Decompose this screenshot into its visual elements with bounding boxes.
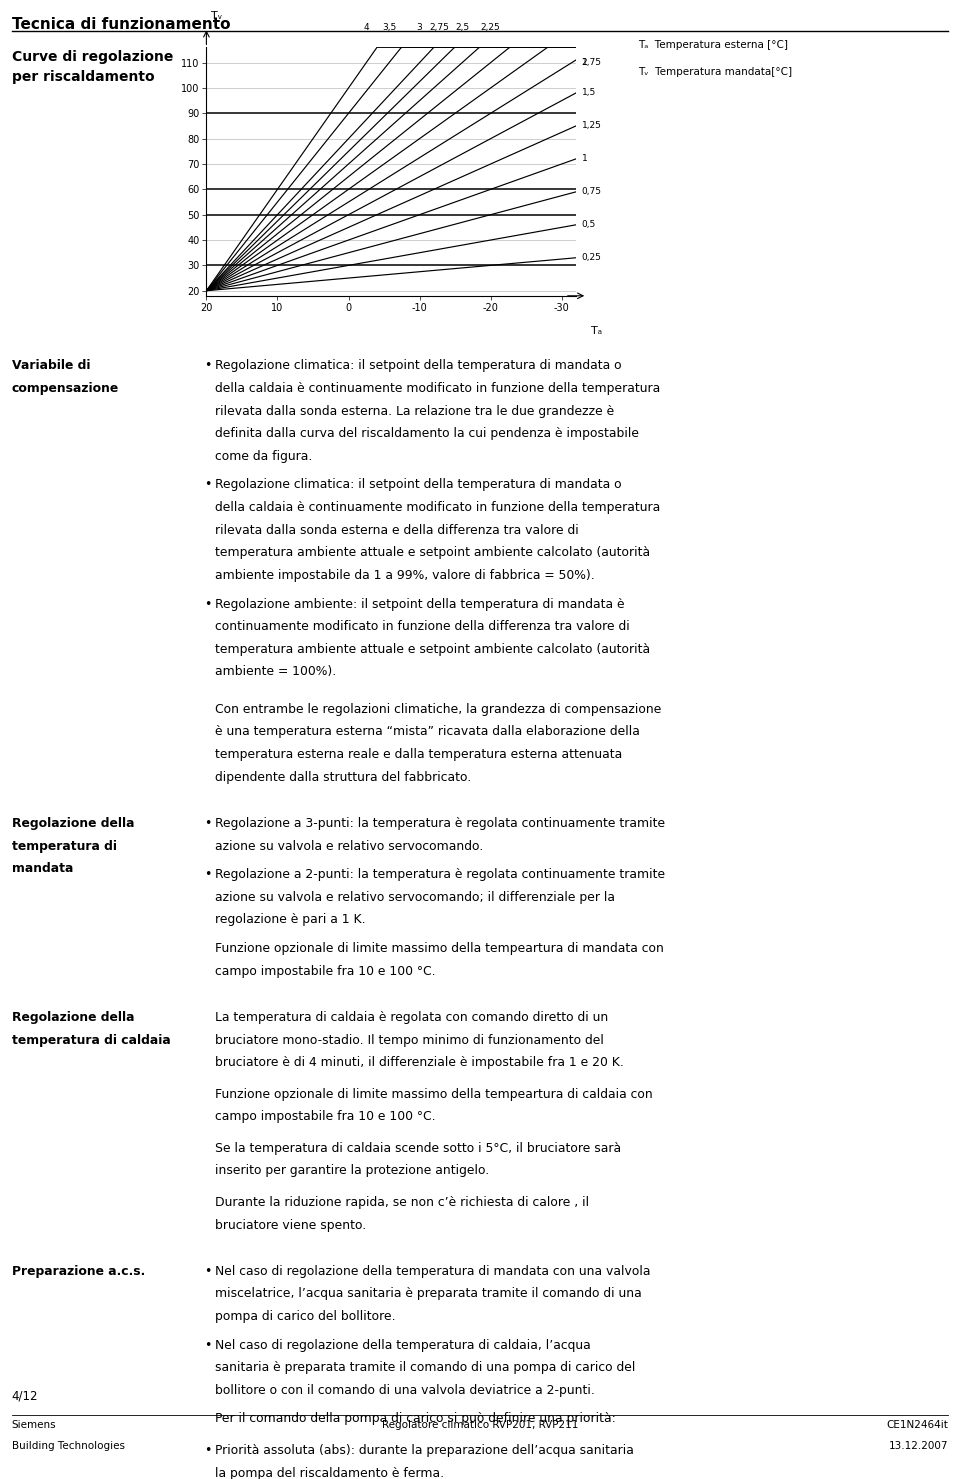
Text: campo impostabile fra 10 e 100 °C.: campo impostabile fra 10 e 100 °C. [215, 1111, 436, 1123]
Text: azione su valvola e relativo servocomando; il differenziale per la: azione su valvola e relativo servocomand… [215, 890, 615, 904]
Text: compensazione: compensazione [12, 382, 119, 395]
Text: della caldaia è continuamente modificato in funzione della temperatura: della caldaia è continuamente modificato… [215, 501, 660, 515]
Text: pompa di carico del bollitore.: pompa di carico del bollitore. [215, 1310, 396, 1324]
Text: Curve di regolazione
per riscaldamento: Curve di regolazione per riscaldamento [12, 50, 173, 84]
Text: è una temperatura esterna “mista” ricavata dalla elaborazione della: è una temperatura esterna “mista” ricava… [215, 726, 640, 738]
Text: bollitore o con il comando di una valvola deviatrice a 2-punti.: bollitore o con il comando di una valvol… [215, 1384, 595, 1396]
Text: •: • [204, 1444, 212, 1457]
Text: bruciatore mono-stadio. Il tempo minimo di funzionamento del: bruciatore mono-stadio. Il tempo minimo … [215, 1034, 604, 1047]
Text: definita dalla curva del riscaldamento la cui pendenza è impostabile: definita dalla curva del riscaldamento l… [215, 427, 639, 441]
Text: Regolatore climatico RVP201, RVP211: Regolatore climatico RVP201, RVP211 [382, 1420, 578, 1430]
Text: Tₐ  Temperatura esterna [°C]: Tₐ Temperatura esterna [°C] [638, 40, 788, 50]
Text: Regolazione climatica: il setpoint della temperatura di mandata o: Regolazione climatica: il setpoint della… [215, 359, 622, 373]
Text: della caldaia è continuamente modificato in funzione della temperatura: della caldaia è continuamente modificato… [215, 382, 660, 395]
Text: 1,75: 1,75 [582, 58, 602, 67]
Text: temperatura di caldaia: temperatura di caldaia [12, 1034, 170, 1047]
Text: Durante la riduzione rapida, se non c’è richiesta di calore , il: Durante la riduzione rapida, se non c’è … [215, 1197, 589, 1208]
Text: come da figura.: come da figura. [215, 450, 312, 463]
Text: ambiente impostabile da 1 a 99%, valore di fabbrica = 50%).: ambiente impostabile da 1 a 99%, valore … [215, 569, 595, 581]
Text: regolazione è pari a 1 K.: regolazione è pari a 1 K. [215, 914, 366, 926]
Text: Building Technologies: Building Technologies [12, 1441, 125, 1451]
Text: Regolazione ambiente: il setpoint della temperatura di mandata è: Regolazione ambiente: il setpoint della … [215, 598, 625, 611]
Text: Tᵥ: Tᵥ [211, 12, 222, 21]
Text: inserito per garantire la protezione antigelo.: inserito per garantire la protezione ant… [215, 1164, 490, 1177]
Text: Preparazione a.c.s.: Preparazione a.c.s. [12, 1265, 145, 1278]
Text: Se la temperatura di caldaia scende sotto i 5°C, il bruciatore sarà: Se la temperatura di caldaia scende sott… [215, 1142, 621, 1155]
Text: Funzione opzionale di limite massimo della tempeartura di caldaia con: Funzione opzionale di limite massimo del… [215, 1087, 653, 1100]
Text: Regolazione della: Regolazione della [12, 1012, 134, 1023]
Text: Tecnica di funzionamento: Tecnica di funzionamento [12, 16, 230, 33]
Text: Nel caso di regolazione della temperatura di caldaia, l’acqua: Nel caso di regolazione della temperatur… [215, 1338, 590, 1352]
Text: rilevata dalla sonda esterna e della differenza tra valore di: rilevata dalla sonda esterna e della dif… [215, 524, 579, 537]
Text: campo impostabile fra 10 e 100 °C.: campo impostabile fra 10 e 100 °C. [215, 964, 436, 978]
Text: continuamente modificato in funzione della differenza tra valore di: continuamente modificato in funzione del… [215, 620, 630, 633]
Text: •: • [204, 1338, 212, 1352]
Text: Siemens: Siemens [12, 1420, 56, 1430]
Text: Regolazione a 3-punti: la temperatura è regolata continuamente tramite: Regolazione a 3-punti: la temperatura è … [215, 816, 665, 830]
Text: La temperatura di caldaia è regolata con comando diretto di un: La temperatura di caldaia è regolata con… [215, 1012, 609, 1023]
Text: 4: 4 [364, 24, 370, 33]
Text: la pompa del riscaldamento è ferma.: la pompa del riscaldamento è ferma. [215, 1467, 444, 1479]
Text: temperatura ambiente attuale e setpoint ambiente calcolato (autorità: temperatura ambiente attuale e setpoint … [215, 643, 650, 655]
Text: •: • [204, 359, 212, 373]
Text: •: • [204, 868, 212, 881]
Text: Tᵥ  Temperatura mandata[°C]: Tᵥ Temperatura mandata[°C] [638, 67, 793, 77]
Text: bruciatore viene spento.: bruciatore viene spento. [215, 1219, 367, 1232]
Text: temperatura ambiente attuale e setpoint ambiente calcolato (autorità: temperatura ambiente attuale e setpoint … [215, 546, 650, 559]
Text: temperatura di: temperatura di [12, 840, 116, 852]
Text: 13.12.2007: 13.12.2007 [889, 1441, 948, 1451]
Text: Per il comando della pompa di carico si può definire una priorità:: Per il comando della pompa di carico si … [215, 1412, 616, 1426]
Text: 3,5: 3,5 [382, 24, 396, 33]
Text: 0,75: 0,75 [582, 188, 602, 197]
Text: miscelatrice, l’acqua sanitaria è preparata tramite il comando di una: miscelatrice, l’acqua sanitaria è prepar… [215, 1287, 642, 1300]
Text: mandata: mandata [12, 862, 73, 876]
Text: Funzione opzionale di limite massimo della tempeartura di mandata con: Funzione opzionale di limite massimo del… [215, 942, 664, 955]
Text: 2,25: 2,25 [481, 24, 500, 33]
Text: ambiente = 100%).: ambiente = 100%). [215, 666, 336, 679]
Text: •: • [204, 479, 212, 491]
Text: •: • [204, 816, 212, 830]
Text: Variabile di: Variabile di [12, 359, 90, 373]
Text: bruciatore è di 4 minuti, il differenziale è impostabile fra 1 e 20 K.: bruciatore è di 4 minuti, il differenzia… [215, 1056, 624, 1069]
Text: 3: 3 [417, 24, 422, 33]
Text: Nel caso di regolazione della temperatura di mandata con una valvola: Nel caso di regolazione della temperatur… [215, 1265, 651, 1278]
Text: azione su valvola e relativo servocomando.: azione su valvola e relativo servocomand… [215, 840, 483, 852]
Text: 2: 2 [582, 58, 588, 67]
Text: CE1N2464it: CE1N2464it [887, 1420, 948, 1430]
Text: •: • [204, 598, 212, 611]
Text: 2,5: 2,5 [455, 24, 469, 33]
Text: 0,25: 0,25 [582, 253, 601, 262]
Text: dipendente dalla struttura del fabbricato.: dipendente dalla struttura del fabbricat… [215, 771, 471, 784]
Text: temperatura esterna reale e dalla temperatura esterna attenuata: temperatura esterna reale e dalla temper… [215, 748, 622, 762]
Text: Con entrambe le regolazioni climatiche, la grandezza di compensazione: Con entrambe le regolazioni climatiche, … [215, 703, 661, 716]
Text: Tₐ: Tₐ [590, 325, 602, 336]
Text: rilevata dalla sonda esterna. La relazione tra le due grandezze è: rilevata dalla sonda esterna. La relazio… [215, 405, 614, 417]
Text: Priorità assoluta (abs): durante la preparazione dell’acqua sanitaria: Priorità assoluta (abs): durante la prep… [215, 1444, 634, 1457]
Text: 4/12: 4/12 [12, 1389, 38, 1402]
Text: Regolazione climatica: il setpoint della temperatura di mandata o: Regolazione climatica: il setpoint della… [215, 479, 622, 491]
Text: 1,25: 1,25 [582, 121, 601, 130]
Text: Regolazione a 2-punti: la temperatura è regolata continuamente tramite: Regolazione a 2-punti: la temperatura è … [215, 868, 665, 881]
Text: 1,5: 1,5 [582, 89, 596, 98]
Text: 0,5: 0,5 [582, 220, 596, 229]
Text: sanitaria è preparata tramite il comando di una pompa di carico del: sanitaria è preparata tramite il comando… [215, 1361, 636, 1374]
Text: 2,75: 2,75 [429, 24, 449, 33]
Text: Regolazione della: Regolazione della [12, 816, 134, 830]
Text: •: • [204, 1265, 212, 1278]
Text: 1: 1 [582, 154, 588, 163]
